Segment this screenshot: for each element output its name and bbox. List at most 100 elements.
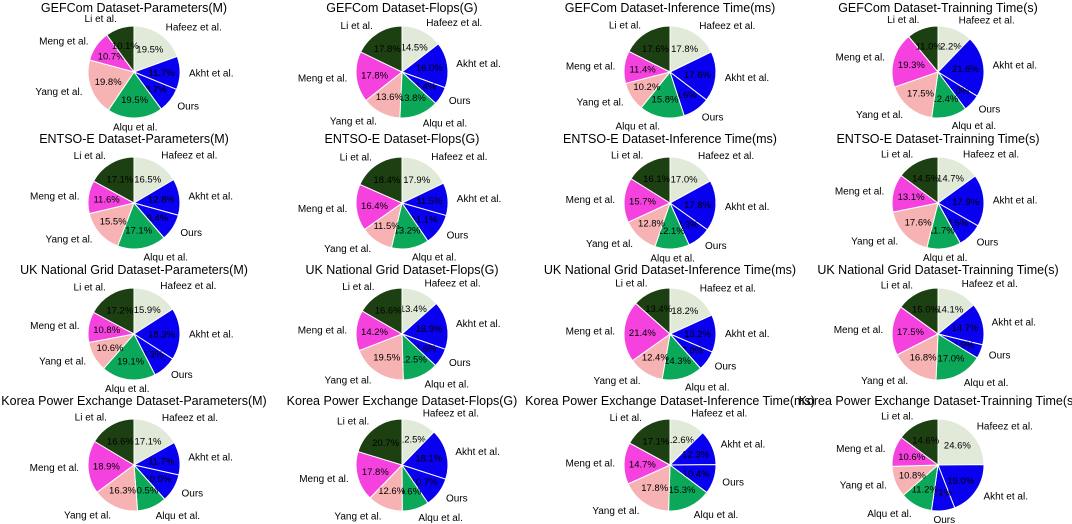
slice-percent-label: 10.8% bbox=[899, 470, 926, 481]
chart-title: UK National Grid Dataset-Flops(G) bbox=[305, 263, 498, 277]
slice-percent-label: 16.9% bbox=[416, 324, 443, 335]
slice-percent-label: 17.0% bbox=[938, 354, 965, 365]
slice-percent-label: 12.6% bbox=[667, 435, 694, 446]
slice-percent-label: 18.2% bbox=[671, 306, 698, 317]
slice-percent-label: 16.8% bbox=[910, 353, 937, 364]
slice-label-yang-et-al: Yang et al. bbox=[851, 237, 898, 248]
slice-label-ours: Ours bbox=[177, 101, 199, 112]
slice-label-meng-et-al: Meng et al. bbox=[30, 463, 79, 474]
slice-percent-label: 17.9% bbox=[952, 197, 979, 208]
slice-label-li-et-al: Li et al. bbox=[610, 413, 642, 424]
pie-slice-alqu-et-al bbox=[102, 333, 156, 381]
slice-label-meng-et-al: Meng et al. bbox=[834, 325, 883, 336]
slice-label-alqu-et-al: Alqu et al. bbox=[418, 513, 462, 524]
pie-chart: ENTSO-E Dataset-Inference Time(ms) 17.0% H… bbox=[536, 131, 804, 264]
slice-percent-label: 10.4% bbox=[683, 469, 710, 480]
slice-label-akht-et-al: Akht et al. bbox=[189, 69, 233, 80]
slice-label-hafeez-et-al: Hafeez et al. bbox=[425, 278, 481, 289]
slice-label-meng-et-al: Meng et al. bbox=[566, 195, 615, 206]
slice-label-yang-et-al: Yang et al. bbox=[594, 376, 641, 387]
slice-percent-label: 11.7% bbox=[148, 456, 175, 467]
pie-chart: Korea Power Exchange Dataset-Inference T… bbox=[525, 393, 815, 524]
pie-chart: UK National Grid Dataset-Parameters(M) 15… bbox=[0, 262, 268, 395]
pie-chart: ENTSO-E Dataset-Flops(G) 17.9% Hafeez et a… bbox=[268, 131, 536, 264]
pie-slice-li-et-al bbox=[900, 418, 939, 466]
pie-slice-akht-et-al bbox=[133, 308, 181, 360]
slice-percent-label: 16.6% bbox=[375, 305, 402, 316]
chart-title: Korea Power Exchange Dataset-Inference T… bbox=[525, 394, 815, 408]
slice-label-yang-et-al: Yang et al. bbox=[39, 357, 86, 368]
slice-percent-label: 9.6% bbox=[399, 487, 421, 498]
pie-chart: GEFCom Dataset-Flops(G) 14.5% Hafeez et al… bbox=[268, 0, 536, 131]
slice-percent-label: 10.5% bbox=[131, 486, 158, 497]
pie-chart: ENTSO-E Dataset-Parameters(M) 16.5% Hafeez… bbox=[0, 131, 268, 264]
slice-label-hafeez-et-al: Hafeez et al. bbox=[423, 409, 479, 420]
pie-chart-svg: Korea Power Exchange Dataset-Flops(G) 12.… bbox=[287, 394, 518, 524]
slice-label-hafeez-et-al: Hafeez et al. bbox=[977, 422, 1033, 433]
slice-percent-label: 8.3% bbox=[677, 220, 699, 231]
pie-slice-hafeez-et-al bbox=[669, 25, 713, 73]
pie-slice-yang-et-al bbox=[892, 202, 939, 249]
slice-label-alqu-et-al: Alqu et al. bbox=[952, 121, 996, 132]
slice-label-ours: Ours bbox=[446, 494, 468, 505]
pie-chart-svg: Korea Power Exchange Dataset-Inference T… bbox=[525, 394, 815, 521]
slice-percent-label: 12.6% bbox=[378, 486, 405, 497]
slice-percent-label: 15.3% bbox=[669, 485, 696, 496]
slice-label-hafeez-et-al: Hafeez et al. bbox=[700, 283, 756, 294]
slice-percent-label: 17.2% bbox=[106, 306, 133, 317]
slice-label-li-et-al: Li et al. bbox=[611, 150, 643, 161]
slice-label-akht-et-al: Akht et al. bbox=[992, 317, 1036, 328]
pie-chart-svg: UK National Grid Dataset-Inference Time(… bbox=[544, 263, 796, 393]
pie-chart-svg: Korea Power Exchange Dataset-Trainning T… bbox=[799, 394, 1072, 524]
slice-label-akht-et-al: Akht et al. bbox=[188, 453, 232, 464]
pie-chart-svg: GEFCom Dataset-Trainning Time(s) 12.2% Haf… bbox=[836, 1, 1038, 132]
pie-slice-meng-et-al bbox=[87, 440, 135, 493]
slice-percent-label: 19.5% bbox=[121, 95, 148, 106]
pie-slice-li-et-al bbox=[92, 156, 135, 204]
slice-percent-label: 16.3% bbox=[109, 485, 136, 496]
slice-label-alqu-et-al: Alqu et al. bbox=[685, 382, 729, 393]
slice-percent-label: 14.7% bbox=[629, 459, 656, 470]
slice-percent-label: 13.4% bbox=[400, 304, 427, 315]
slice-label-hafeez-et-al: Hafeez et al. bbox=[698, 151, 754, 162]
slice-percent-label: 17.6% bbox=[905, 217, 932, 228]
slice-percent-label: 17.1% bbox=[135, 437, 162, 448]
slice-label-meng-et-al: Meng et al. bbox=[566, 458, 615, 469]
pie-slice-li-et-al bbox=[359, 156, 403, 204]
slice-label-yang-et-al: Yang et al. bbox=[325, 375, 372, 386]
slice-label-li-et-al: Li et al. bbox=[75, 413, 107, 424]
slice-percent-label: 18.9% bbox=[93, 462, 120, 473]
slice-percent-label: 11.1% bbox=[411, 215, 438, 226]
slice-percent-label: 14.7% bbox=[937, 174, 964, 185]
slice-percent-label: 12.3% bbox=[682, 450, 709, 461]
slice-percent-label: 19.0% bbox=[947, 476, 974, 487]
slice-percent-label: 15.7% bbox=[629, 197, 656, 208]
slice-percent-label: 15.8% bbox=[652, 94, 679, 105]
pie-slice-akht-et-al bbox=[401, 431, 449, 480]
slice-percent-label: 17.1% bbox=[106, 175, 133, 186]
pie-chart: UK National Grid Dataset-Flops(G) 13.4% Ha… bbox=[268, 262, 536, 393]
slice-percent-label: 13.6% bbox=[376, 92, 403, 103]
chart-title: ENTSO-E Dataset-Inference Time(ms) bbox=[563, 132, 777, 146]
slice-label-ours: Ours bbox=[449, 358, 471, 369]
slice-percent-label: 12.1% bbox=[658, 226, 685, 237]
slice-percent-label: 12.8% bbox=[148, 195, 175, 206]
slice-percent-label: 18.1% bbox=[415, 454, 442, 465]
slice-percent-label: 10.8% bbox=[93, 325, 120, 336]
slice-label-ours: Ours bbox=[979, 105, 1001, 116]
pie-slice-li-et-al bbox=[92, 287, 135, 335]
pie-chart: GEFCom Dataset-Parameters(M) 19.5% Hafeez … bbox=[0, 0, 268, 134]
pie-chart-svg: GEFCom Dataset-Flops(G) 14.5% Hafeez et al… bbox=[298, 1, 501, 129]
slice-percent-label: 18.3% bbox=[148, 329, 175, 340]
slice-percent-label: 6.6% bbox=[415, 344, 437, 355]
slice-percent-label: 16.4% bbox=[361, 201, 388, 212]
pie-slice-hafeez-et-al bbox=[401, 156, 445, 204]
slice-label-akht-et-al: Akht et al. bbox=[455, 447, 499, 458]
slice-percent-label: 17.6% bbox=[642, 44, 669, 55]
slice-label-yang-et-al: Yang et al. bbox=[861, 376, 908, 387]
pie-slice-alqu-et-al bbox=[107, 71, 162, 119]
slice-label-meng-et-al: Meng et al. bbox=[836, 53, 885, 64]
pie-chart-svg: ENTSO-E Dataset-Trainning Time(s) 14.7% Ha… bbox=[835, 132, 1040, 264]
pie-slice-meng-et-al bbox=[891, 35, 939, 88]
pie-slice-li-et-al bbox=[907, 25, 939, 74]
